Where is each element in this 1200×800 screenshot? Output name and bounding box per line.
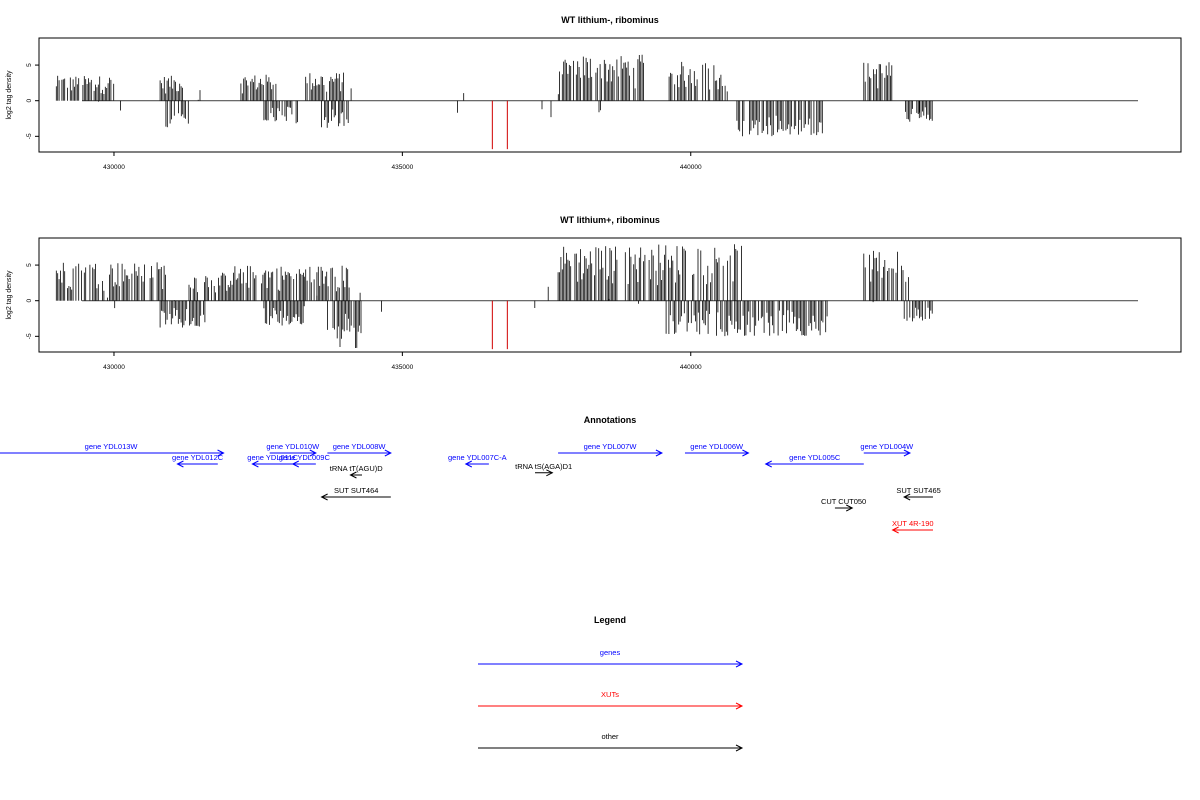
annotation-feature: gene YDL007W <box>558 442 664 457</box>
arrow-head <box>384 449 392 457</box>
annotation-feature: gene YDL007C-A <box>448 453 507 468</box>
x-tick-label: 435000 <box>392 164 414 171</box>
x-tick-label: 430000 <box>103 164 125 171</box>
arrow-head <box>349 471 357 479</box>
arrow-head <box>320 493 328 501</box>
y-tick-label: 5 <box>26 63 33 67</box>
annotation-feature: gene YDL005C <box>764 453 864 468</box>
density-bars <box>55 54 1138 137</box>
feature-label: tRNA tS(AGA)D1 <box>515 462 572 471</box>
arrow-head <box>291 460 300 468</box>
panel-title: WT lithium-, ribominus <box>561 15 659 25</box>
annotation-feature: gene YDL006W <box>684 442 750 457</box>
legend-label: XUTs <box>601 690 619 699</box>
arrow-head <box>846 504 854 512</box>
feature-label: gene YDL007W <box>584 442 638 451</box>
x-tick-label: 430000 <box>103 364 125 371</box>
track-panel-lithium-plus: WT lithium+, ribominus log2 tag density … <box>6 215 1182 371</box>
arrow-head <box>903 493 911 501</box>
y-tick-label: 5 <box>26 263 33 267</box>
reference-lines <box>491 100 508 150</box>
y-tick-label: -5 <box>26 133 33 139</box>
feature-label: gene YDL008W <box>333 442 387 451</box>
legend-entries: genes XUTs other <box>478 648 744 752</box>
annotation-features: gene YDL013W gene YDL012C gene YDL010W gene… <box>0 442 941 534</box>
feature-label: gene YDL006W <box>690 442 744 451</box>
legend: Legend genes XUTs other <box>478 615 744 752</box>
feature-label: gene YDL013W <box>85 442 139 451</box>
legend-title: Legend <box>594 615 626 625</box>
arrow-head <box>464 460 473 468</box>
arrow-head <box>176 460 184 468</box>
feature-label: gene YDL004W <box>860 442 914 451</box>
legend-entry: other <box>478 732 744 752</box>
arrow-head <box>742 449 750 457</box>
feature-label: gene YDL011C <box>247 453 298 462</box>
annotation-feature: gene YDL004W <box>860 442 914 457</box>
arrow-head <box>903 449 912 457</box>
feature-label: gene YDL010W <box>266 442 320 451</box>
plot-frame <box>38 37 1182 153</box>
arrow-head <box>735 660 744 668</box>
panel-title: WT lithium+, ribominus <box>560 215 660 225</box>
annotation-feature: gene YDL013W <box>0 442 225 457</box>
arrow-head <box>546 469 554 477</box>
legend-entry: XUTs <box>478 690 744 710</box>
density-bars <box>55 244 1138 348</box>
annotation-feature: SUT SUT464 <box>320 486 391 501</box>
feature-label: tRNA tT(AGU)D <box>330 464 384 473</box>
annotation-feature: gene YDL010W <box>266 442 320 457</box>
legend-label: genes <box>600 648 621 657</box>
annotation-feature: gene YDL009C <box>279 453 331 468</box>
track-panel-lithium-minus: WT lithium-, ribominus log2 tag density … <box>6 15 1182 171</box>
arrow-head <box>217 449 225 457</box>
arrow-head <box>655 449 664 457</box>
x-tick-label: 440000 <box>680 364 702 371</box>
annotation-feature: gene YDL012C <box>172 453 224 468</box>
annotations-title: Annotations <box>584 415 637 425</box>
reference-lines <box>491 300 508 350</box>
annotation-feature: XUT 4R-190 <box>891 519 934 534</box>
y-axis-label: log2 tag density <box>6 70 13 120</box>
annotation-feature: tRNA tT(AGU)D <box>330 464 384 479</box>
y-tick-label: 0 <box>26 99 33 103</box>
arrow-head <box>309 449 317 457</box>
arrow-head <box>251 460 259 468</box>
annotation-feature: gene YDL011C <box>247 453 298 468</box>
feature-label: SUT SUT465 <box>896 486 940 495</box>
y-tick-label: 0 <box>26 299 33 303</box>
feature-label: CUT CUT050 <box>821 497 866 506</box>
arrow-head <box>764 460 772 468</box>
annotation-feature: tRNA tS(AGA)D1 <box>515 462 572 477</box>
feature-label: XUT 4R-190 <box>892 519 934 528</box>
annotation-feature: CUT CUT050 <box>821 497 866 512</box>
annotation-feature: gene YDL008W <box>327 442 392 457</box>
arrow-head <box>735 702 744 710</box>
x-tick-label: 435000 <box>392 364 414 371</box>
feature-label: gene YDL005C <box>789 453 841 462</box>
y-tick-label: -5 <box>26 333 33 339</box>
legend-entry: genes <box>478 648 744 668</box>
feature-label: SUT SUT464 <box>334 486 378 495</box>
x-tick-label: 440000 <box>680 164 702 171</box>
arrow-head <box>891 526 899 534</box>
feature-label: gene YDL007C-A <box>448 453 507 462</box>
arrow-head <box>735 744 744 752</box>
axes: 430000 435000 440000 -5 0 5 <box>26 63 702 171</box>
annotation-feature: SUT SUT465 <box>896 486 941 501</box>
axes: 430000 435000 440000 -5 0 5 <box>26 263 702 371</box>
feature-label: gene YDL012C <box>172 453 224 462</box>
legend-label: other <box>601 732 619 741</box>
feature-label: gene YDL009C <box>279 453 331 462</box>
y-axis-label: log2 tag density <box>6 270 13 320</box>
plot-frame <box>38 237 1182 353</box>
